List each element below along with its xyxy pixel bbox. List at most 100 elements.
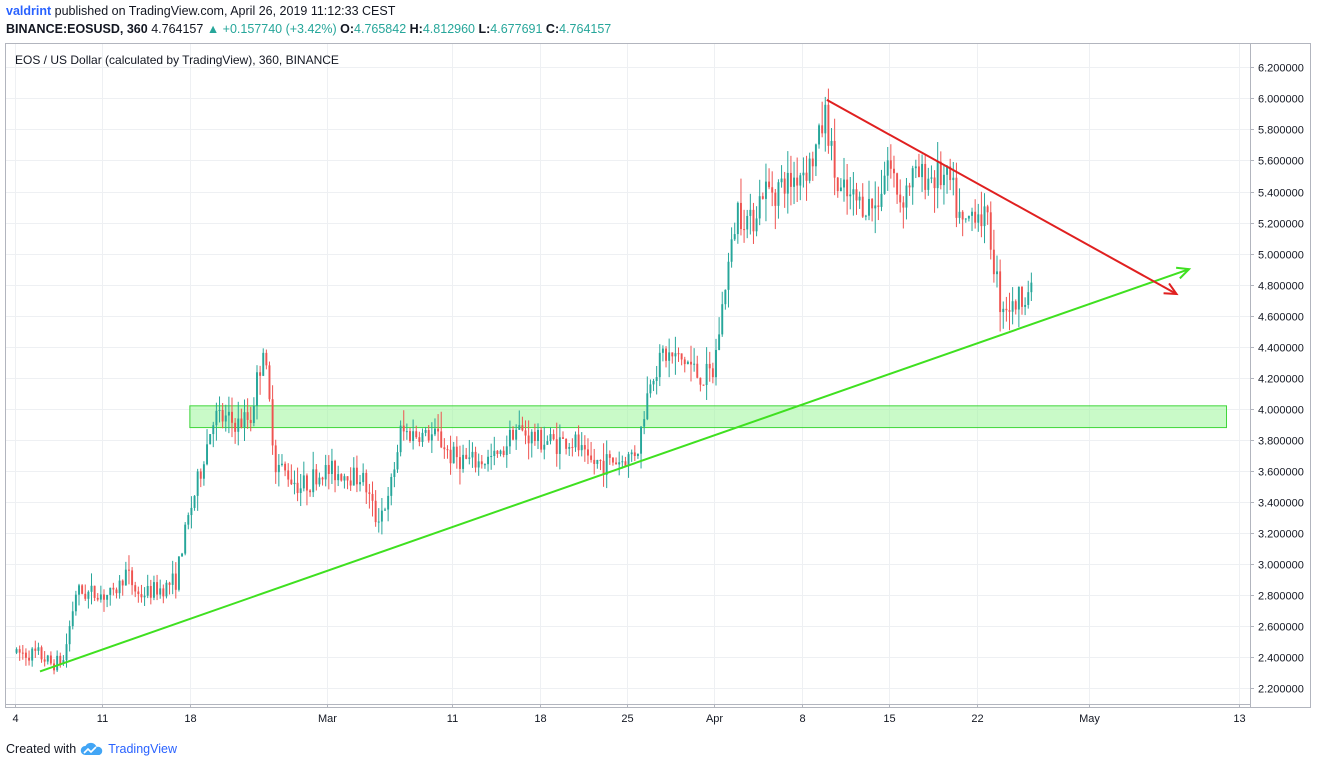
price-chart[interactable]: 2.200000 2.400000 2.600000 2.800000 3.000000… (0, 0, 1318, 740)
candle-body (630, 452, 633, 455)
candle-body (883, 175, 886, 194)
candle-body (62, 660, 65, 664)
candle-body (1027, 292, 1030, 305)
candle-body (59, 655, 62, 664)
candle-body (930, 177, 933, 179)
candle-body (549, 434, 552, 442)
candle-body (265, 352, 268, 366)
candle-body (458, 457, 461, 469)
tradingview-link[interactable]: TradingView (108, 742, 177, 756)
candle-body (465, 454, 468, 459)
candle-body (921, 163, 924, 178)
candle-body (455, 446, 458, 458)
candle-body (505, 446, 508, 456)
support-trendline[interactable] (39, 268, 1190, 673)
candle-body (996, 271, 998, 275)
trendlines[interactable] (39, 99, 1192, 673)
candle-body (818, 125, 820, 145)
candle-body (530, 431, 533, 444)
candle-body (518, 425, 521, 430)
candle-body (893, 168, 895, 174)
candle-body (106, 594, 109, 600)
candle-body (805, 172, 808, 181)
candle-body (321, 477, 324, 480)
candle-body (159, 588, 162, 595)
candle-body (115, 589, 118, 594)
candle-body (21, 652, 24, 654)
candle-body (880, 193, 883, 207)
candle-body (958, 211, 961, 218)
low-value: 4.677691 (490, 22, 543, 36)
candle-body (967, 215, 970, 219)
zone-rect[interactable] (189, 405, 1228, 429)
candle-body (402, 425, 405, 432)
candle-body (90, 585, 93, 592)
published-text: published on TradingView.com, April 26, … (54, 4, 396, 18)
candle-body (340, 474, 343, 481)
candle-body (309, 490, 312, 493)
candle-body (137, 591, 140, 595)
time-axis[interactable]: 4 11 18 Mar 11 18 25 Apr 8 15 22 May 13 (12, 704, 1246, 725)
candle-body (1005, 308, 1008, 311)
candle-body (721, 304, 724, 335)
candle-body (346, 476, 349, 481)
candle-body (905, 185, 908, 208)
price-axis[interactable]: 2.200000 2.400000 2.600000 2.800000 3.000000… (1250, 63, 1304, 696)
candle-body (393, 469, 396, 477)
candle-body (821, 125, 824, 134)
candle-body (933, 177, 936, 189)
candle-body (502, 450, 505, 456)
candle-body (643, 419, 646, 427)
candle-body (112, 587, 115, 590)
candle-body (914, 166, 917, 169)
candle-body (674, 353, 677, 357)
candle-body (786, 172, 789, 194)
candle-body (237, 418, 240, 432)
price-tick-label: 3.200000 (1258, 529, 1304, 541)
candle-body (427, 430, 430, 441)
price-tick-label: 6.200000 (1258, 63, 1304, 75)
candle-body (43, 659, 46, 662)
time-tick-label: 11 (97, 713, 108, 725)
candle-body (555, 439, 558, 454)
candle-body (758, 196, 761, 219)
candle-body (424, 430, 427, 433)
candle-body (474, 451, 477, 468)
candle-body (946, 166, 949, 175)
candle-body (577, 434, 580, 451)
candle-body (992, 249, 995, 275)
candle-body (939, 161, 942, 186)
candle-body (224, 415, 227, 422)
candle-body (755, 218, 758, 232)
candle-body (1002, 308, 1005, 313)
resistance-trendline[interactable] (826, 99, 1178, 295)
candle-body (558, 437, 561, 454)
candle-body (87, 591, 90, 599)
support-trendline-arrowhead (1176, 266, 1192, 280)
candle-body (746, 215, 749, 230)
candle-body (409, 431, 411, 442)
candle-body (452, 446, 455, 464)
candle-body (206, 444, 208, 465)
candle-body (983, 206, 986, 227)
candle-body (437, 428, 440, 432)
candle-body (446, 449, 449, 451)
candle-body (587, 449, 589, 456)
candle-body (768, 181, 771, 188)
time-tick-label: 18 (184, 713, 196, 725)
candle-body (209, 434, 212, 445)
price-tick-label: 5.800000 (1258, 125, 1304, 137)
candle-body (980, 214, 983, 227)
candle-body (349, 480, 352, 486)
candle-body (858, 196, 861, 201)
candle-body (699, 377, 702, 385)
author-name[interactable]: valdrint (6, 4, 52, 18)
candle-body (599, 459, 602, 461)
candle-body (508, 429, 511, 447)
candle-body (611, 457, 614, 463)
candle-body (174, 573, 177, 590)
candle-body (924, 163, 927, 190)
candle-body (658, 352, 661, 378)
candle-body (359, 482, 361, 485)
candle-body (718, 334, 721, 350)
